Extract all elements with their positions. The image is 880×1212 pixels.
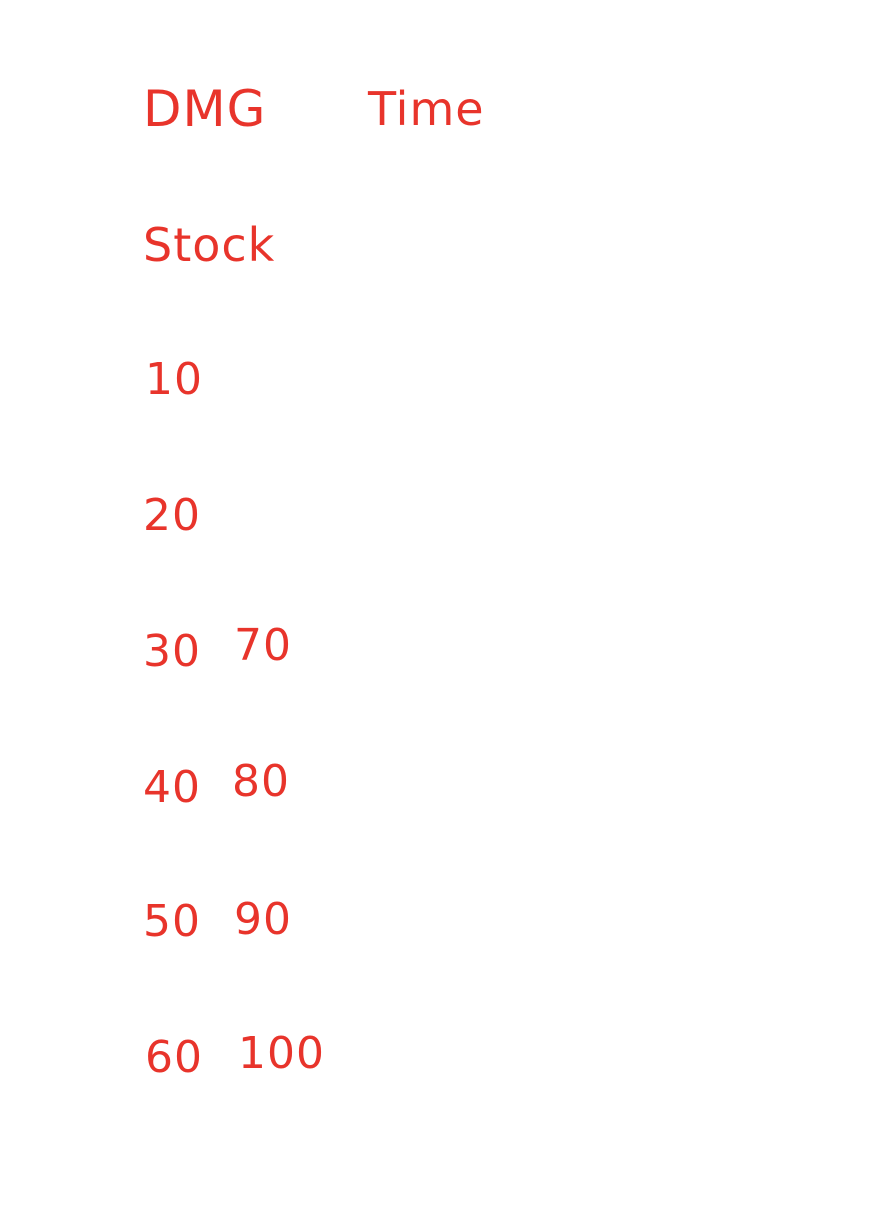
left-value-30: 30 xyxy=(143,626,201,677)
left-value-60: 60 xyxy=(145,1032,203,1083)
right-value-70: 70 xyxy=(234,620,292,671)
left-value-10: 10 xyxy=(145,354,203,405)
right-value-100: 100 xyxy=(238,1028,325,1079)
left-value-40: 40 xyxy=(143,762,201,813)
right-value-90: 90 xyxy=(234,894,292,945)
heading-stock: Stock xyxy=(143,218,276,272)
heading-dmg: DMG xyxy=(143,80,267,138)
left-value-20: 20 xyxy=(143,490,201,541)
right-value-80: 80 xyxy=(232,756,290,807)
left-value-50: 50 xyxy=(143,896,201,947)
heading-time: Time xyxy=(368,82,485,136)
